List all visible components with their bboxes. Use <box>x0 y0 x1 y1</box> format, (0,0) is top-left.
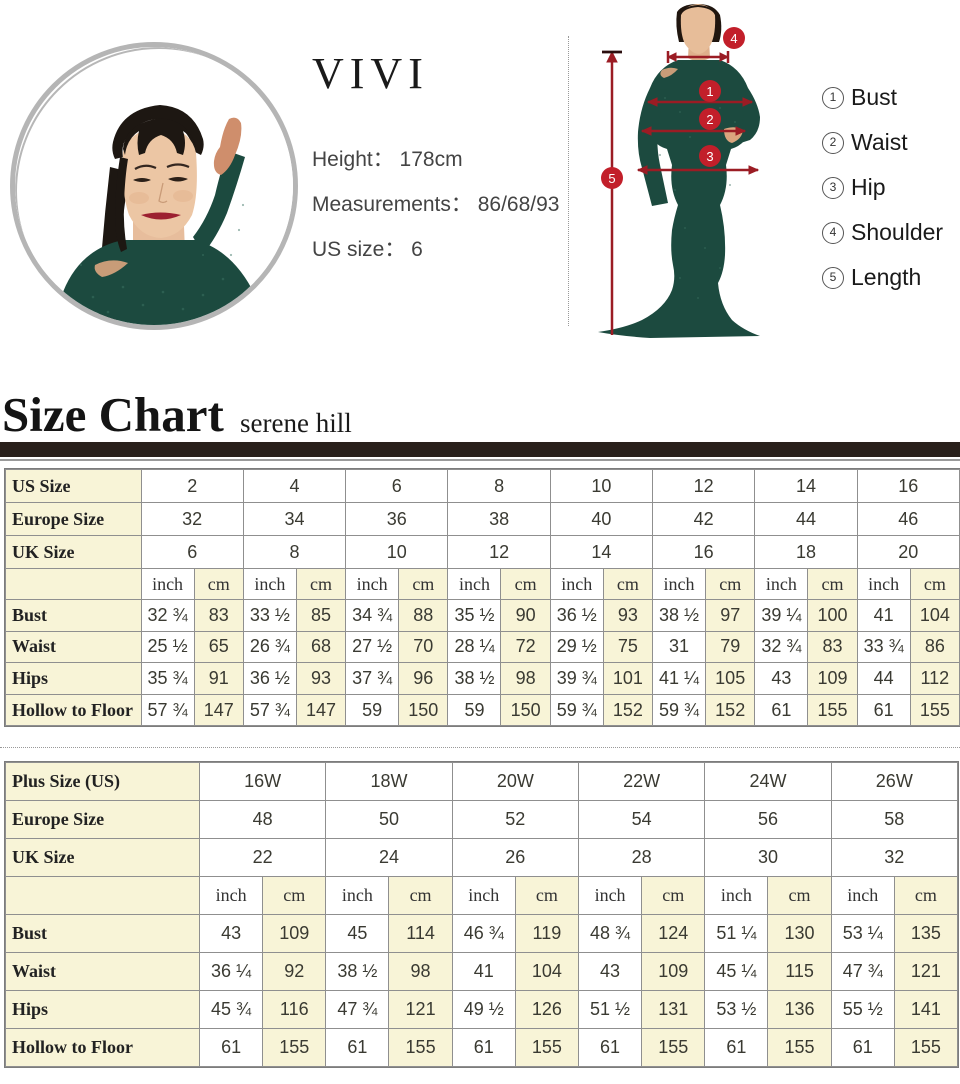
svg-text:4: 4 <box>730 31 737 46</box>
svg-text:2: 2 <box>706 112 713 127</box>
svg-text:1: 1 <box>706 84 713 99</box>
svg-text:5: 5 <box>608 171 615 186</box>
svg-text:3: 3 <box>706 149 713 164</box>
